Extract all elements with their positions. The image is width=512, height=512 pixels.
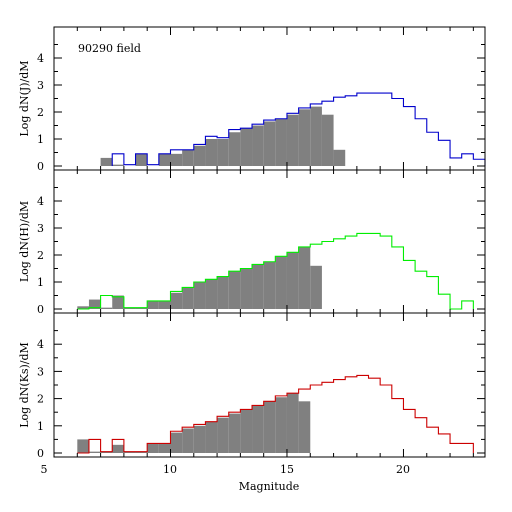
filled-bar: [112, 164, 124, 166]
filled-bar: [170, 292, 183, 309]
y-tick-label: 1: [37, 420, 44, 433]
filled-bar: [286, 252, 299, 309]
y-axis-label: Log dN(H)/dM: [18, 201, 31, 282]
filled-bar: [100, 307, 113, 309]
filled-bar: [193, 425, 206, 453]
y-tick-label: 0: [37, 160, 44, 173]
x-tick-label: 5: [41, 463, 48, 476]
filled-bar: [240, 268, 253, 309]
filled-bar: [182, 428, 194, 453]
y-tick-label: 1: [37, 276, 44, 289]
y-axis-label: Log dN(Ks)/dM: [18, 342, 31, 428]
filled-bar: [217, 276, 229, 309]
filled-bar: [147, 443, 159, 453]
filled-bar: [252, 405, 264, 453]
filled-bar: [205, 279, 218, 309]
filled-bar: [263, 121, 276, 166]
panel-j: 0 1 2 3 4 Log dN(J)/dM 90290 field: [18, 26, 486, 173]
filled-bar: [170, 153, 183, 166]
filled-bar: [182, 287, 194, 309]
filled-bar: [100, 451, 113, 453]
y-tick-label: 2: [37, 106, 44, 119]
y-tick-label: 4: [37, 52, 44, 65]
filled-bar: [240, 128, 253, 166]
y-tick-label: 4: [37, 195, 44, 208]
filled-bar: [217, 139, 229, 166]
y-tick-label: 3: [37, 365, 44, 378]
y-tick-label: 0: [37, 447, 44, 460]
y-tick-label: 4: [37, 338, 44, 351]
filled-bar: [123, 451, 136, 453]
filled-bar: [298, 401, 311, 453]
filled-bar: [240, 409, 253, 453]
filled-bar: [112, 295, 124, 309]
x-tick-label: 10: [163, 463, 177, 476]
series-line-j: [111, 92, 486, 166]
y-tick-label: 3: [37, 79, 44, 92]
panels: 0 1 2 3 4 Log dN(J)/dM 90290 field 0 1 2 3 4 Log dN(…: [18, 26, 486, 460]
filled-bar: [158, 443, 171, 453]
filled-bar: [205, 421, 218, 453]
filled-bar: [228, 132, 241, 166]
filled-bar: [135, 451, 148, 453]
filled-bar: [333, 149, 346, 166]
filled-bar: [77, 439, 89, 453]
filled-bar: [170, 432, 183, 453]
filled-bar: [263, 261, 276, 309]
filled-bar: [135, 153, 148, 166]
y-tick-label: 1: [37, 133, 44, 146]
filled-bar: [112, 444, 124, 453]
series-line-h: [77, 232, 474, 310]
filled-bar: [252, 125, 264, 166]
panel-h: 0 1 2 3 4 Log dN(H)/dM: [18, 169, 486, 316]
y-tick-label: 3: [37, 222, 44, 235]
filled-bar: [100, 157, 113, 166]
filled-bar: [182, 149, 194, 166]
panel-ks: 0 1 2 3 4 Log dN(Ks)/dM: [18, 312, 486, 460]
x-axis-label: Magnitude: [239, 480, 300, 493]
filled-bar: [286, 393, 299, 453]
y-tick-label: 2: [37, 393, 44, 406]
filled-bar: [263, 401, 276, 453]
y-axis-label: Log dN(J)/dM: [18, 60, 31, 136]
filled-bar: [310, 106, 322, 166]
filled-bar: [217, 417, 229, 453]
filled-bar: [193, 145, 206, 166]
filled-bar: [321, 114, 334, 166]
x-axis: 5 10 15 20 Magnitude: [41, 463, 411, 493]
filled-bar: [275, 256, 287, 309]
y-tick-label: 0: [37, 303, 44, 316]
x-tick-label: 15: [280, 463, 294, 476]
filled-bar: [88, 451, 101, 453]
filled-bar: [147, 300, 159, 309]
filled-bar: [310, 265, 322, 309]
filled-bar: [77, 306, 89, 309]
filled-bar: [298, 109, 311, 166]
filled-bar: [135, 307, 148, 309]
y-tick-label: 2: [37, 249, 44, 262]
filled-bar: [158, 300, 171, 309]
panel-annotation: 90290 field: [78, 42, 141, 55]
x-tick-label: 20: [396, 463, 410, 476]
filled-bar: [158, 153, 171, 166]
filled-bar: [286, 114, 299, 166]
filled-bar: [123, 307, 136, 309]
filled-bar: [228, 413, 241, 453]
filled-bar: [228, 271, 241, 309]
series-line-ks: [77, 374, 474, 454]
filled-bar: [193, 282, 206, 309]
filled-bar: [298, 246, 311, 309]
filled-bar: [88, 299, 101, 309]
filled-bar: [252, 264, 264, 309]
filled-bar: [205, 139, 218, 166]
filled-bar: [275, 397, 287, 453]
filled-bar: [275, 118, 287, 166]
